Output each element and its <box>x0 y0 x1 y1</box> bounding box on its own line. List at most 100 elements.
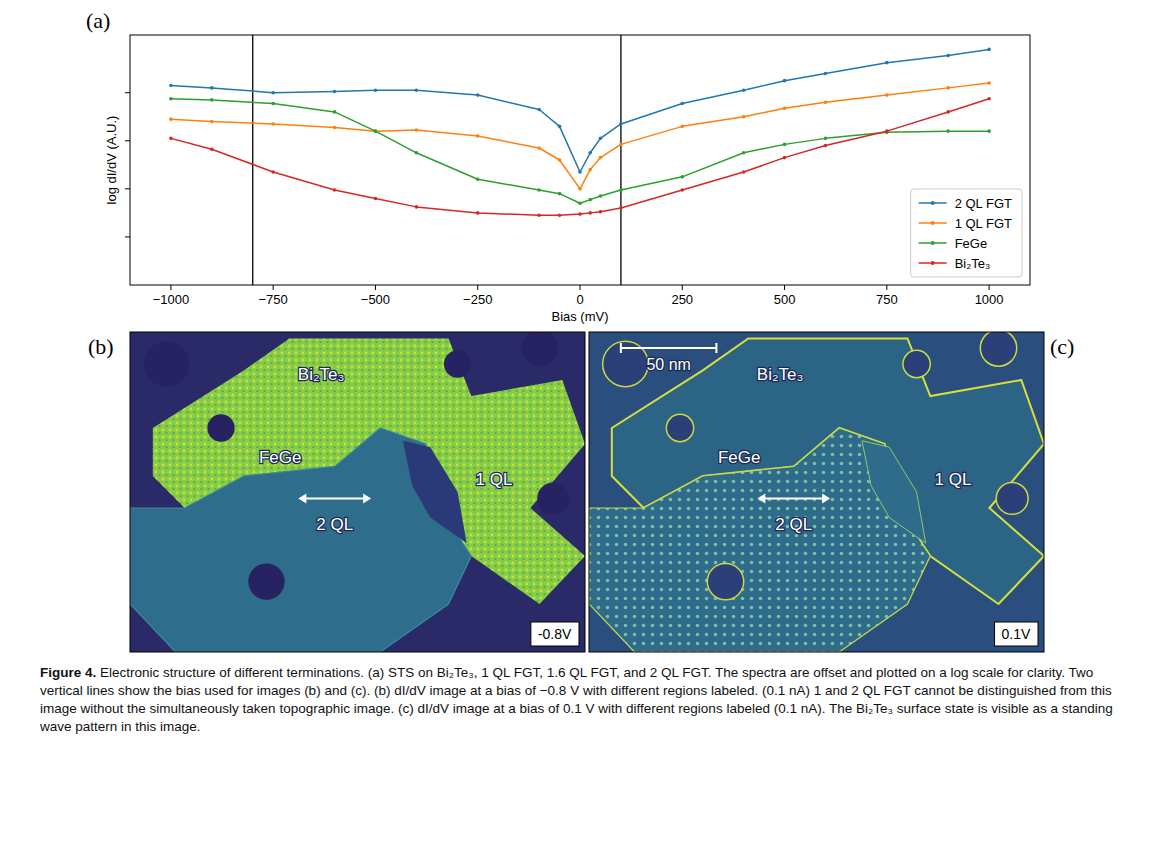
series-point <box>271 91 275 95</box>
region-label: 2 QL <box>775 515 812 534</box>
series-point <box>599 156 603 160</box>
series-point <box>680 102 684 106</box>
series-point <box>374 129 378 133</box>
series-point <box>599 137 603 141</box>
series-point <box>987 81 991 85</box>
region-label: Bi₂Te₃ <box>757 365 804 384</box>
x-tick-label: −1000 <box>153 292 190 307</box>
region-label: FeGe <box>259 448 302 467</box>
series-point <box>824 101 828 105</box>
series-point <box>333 90 337 94</box>
series-point <box>987 97 991 101</box>
x-tick <box>477 285 478 290</box>
one-ql-region <box>403 441 467 543</box>
series-line <box>171 49 989 172</box>
bias-line <box>620 35 621 285</box>
x-tick <box>273 285 274 290</box>
defect <box>537 482 569 514</box>
series-point <box>824 137 828 141</box>
series-point <box>537 213 541 217</box>
series-point <box>169 84 173 88</box>
series-point <box>824 144 828 148</box>
series-point <box>987 129 991 133</box>
series-line <box>171 99 989 216</box>
fgt-region <box>130 428 471 652</box>
series-point <box>599 194 603 198</box>
x-tick <box>375 285 376 290</box>
series-point <box>415 205 419 209</box>
series-point <box>680 125 684 129</box>
series-point <box>374 129 378 133</box>
x-tick <box>170 285 171 290</box>
scale-bar-label: 50 nm <box>646 356 690 373</box>
arrow-shaft <box>763 497 824 499</box>
legend-marker <box>931 221 935 225</box>
series-point <box>680 188 684 192</box>
series-point <box>476 177 480 181</box>
scale-bar-end <box>620 343 622 353</box>
series-point <box>588 198 592 202</box>
x-tick <box>784 285 785 290</box>
series-point <box>578 170 582 174</box>
series-point <box>271 170 275 174</box>
x-tick <box>580 285 581 290</box>
series-point <box>333 110 337 114</box>
series-point <box>415 88 419 92</box>
defect <box>666 414 693 441</box>
x-tick <box>886 285 887 290</box>
series-point <box>783 107 787 111</box>
x-tick-label: −250 <box>463 292 492 307</box>
panel-label: (c) <box>1050 334 1074 359</box>
region-label: 1 QL <box>476 470 513 489</box>
series-point <box>783 156 787 160</box>
legend-label: Bi₂Te₃ <box>955 256 991 271</box>
series-point <box>169 97 173 101</box>
caption-label: Figure 4. <box>40 665 96 680</box>
series-point <box>578 201 582 205</box>
bias-line <box>252 35 253 285</box>
series-point <box>537 146 541 150</box>
series-point <box>946 86 950 90</box>
arrow-head <box>757 493 765 503</box>
image-background <box>589 332 1044 652</box>
x-tick-label: 1000 <box>975 292 1004 307</box>
plot-marks <box>169 35 991 285</box>
plot-frame <box>130 35 1030 285</box>
series-point <box>742 88 746 92</box>
legend-marker <box>931 241 935 245</box>
y-tick <box>125 188 130 189</box>
series-point <box>558 125 562 129</box>
legend-label: FeGe <box>955 236 988 251</box>
series-point <box>588 168 592 172</box>
series-point <box>946 54 950 58</box>
arrow-head <box>822 493 830 503</box>
series-point <box>476 134 480 138</box>
series-point <box>824 72 828 76</box>
series-point <box>333 188 337 192</box>
series-point <box>537 188 541 192</box>
bias-label-box <box>531 622 579 646</box>
series-point <box>476 93 480 97</box>
defect <box>980 332 1016 366</box>
defect <box>144 341 190 387</box>
series-point <box>742 170 746 174</box>
arrow-head <box>363 493 371 503</box>
region-label: 2 QL <box>316 515 353 534</box>
scale-bar <box>621 347 717 349</box>
series-point <box>210 86 214 90</box>
bias-label-box <box>995 622 1038 646</box>
series-point <box>558 158 562 162</box>
legend-box <box>911 189 1022 277</box>
series-point <box>271 122 275 126</box>
x-tick-label: −750 <box>259 292 288 307</box>
series-point <box>374 88 378 92</box>
arrow-shaft <box>304 497 365 499</box>
series-point <box>578 187 582 191</box>
series-point <box>946 110 950 114</box>
didv-image <box>130 332 585 652</box>
image-frame <box>130 332 585 652</box>
bias-label: 0.1V <box>1002 626 1031 642</box>
defect <box>207 414 234 441</box>
caption-text: Electronic structure of different termin… <box>40 665 1113 734</box>
series-point <box>558 213 562 217</box>
